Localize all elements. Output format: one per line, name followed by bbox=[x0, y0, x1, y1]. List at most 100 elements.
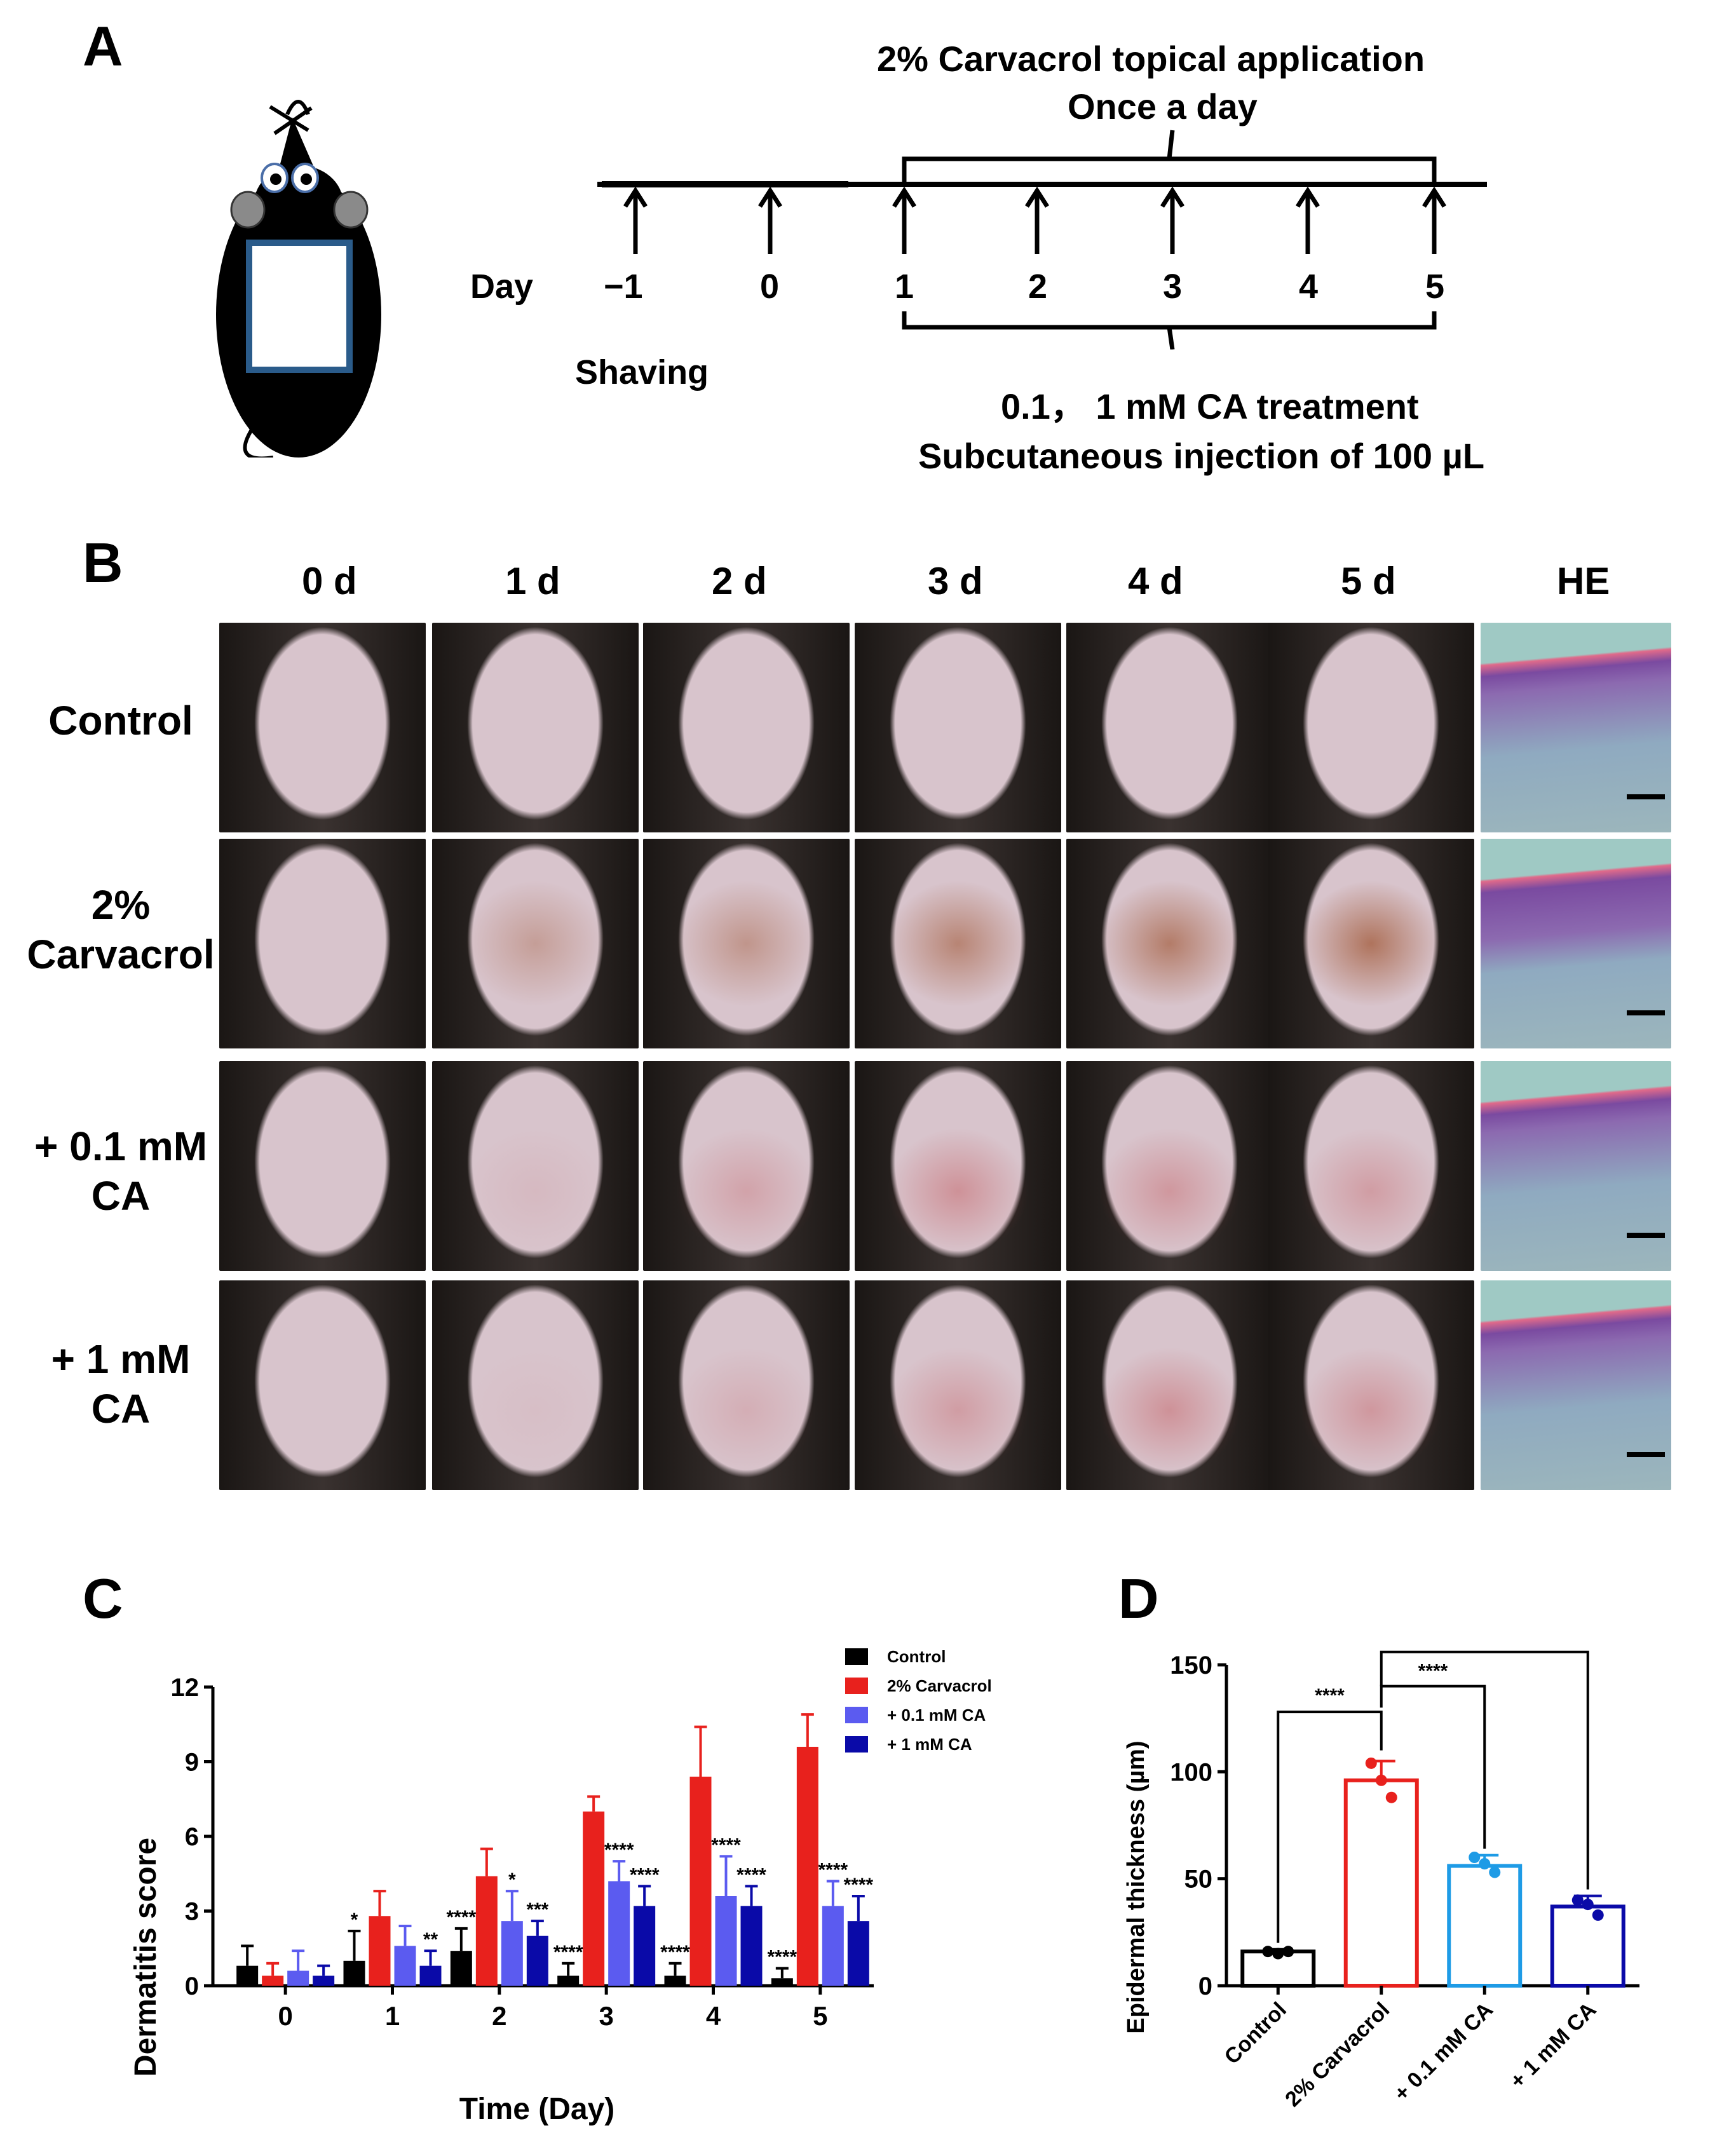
row-label-line: Carvacrol bbox=[27, 932, 215, 977]
column-header: 3 d bbox=[928, 560, 983, 602]
chart-c-x-tick-label: 1 bbox=[385, 2001, 400, 2031]
chart-d-data-point bbox=[1582, 1899, 1594, 1911]
chart-c: Dermatitis score Time (Day) 0369120***1*… bbox=[129, 1647, 992, 2126]
chart-d-x-tick-label: + 0.1 mM CA bbox=[1389, 1998, 1498, 2106]
row-label-line: 2% bbox=[91, 882, 151, 928]
chart-d-y-tick-label: 150 bbox=[1170, 1651, 1212, 1679]
skin-photo bbox=[219, 623, 426, 832]
he-histology-image bbox=[1481, 839, 1671, 1048]
chart-c-bar bbox=[771, 1978, 793, 1986]
chart-d-ylabel: Epidermal thickness (µm) bbox=[1123, 1740, 1150, 2033]
chart-c-legend-label: 2% Carvacrol bbox=[887, 1676, 992, 1695]
chart-c-significance: **** bbox=[604, 1840, 634, 1861]
topical-title: 2% Carvacrol topical application bbox=[877, 39, 1425, 79]
chart-d-comparison-bracket bbox=[1380, 1685, 1486, 1849]
skin-photo bbox=[1066, 839, 1273, 1048]
chart-d-data-point bbox=[1479, 1858, 1491, 1870]
chart-c-significance: * bbox=[508, 1869, 516, 1890]
chart-d-data-point bbox=[1282, 1946, 1294, 1958]
day-arrows bbox=[623, 186, 1446, 254]
skin-photo bbox=[1268, 839, 1474, 1048]
chart-c-significance: **** bbox=[711, 1834, 741, 1855]
chart-c-significance: ** bbox=[423, 1929, 438, 1950]
skin-photo bbox=[855, 1061, 1061, 1271]
injection-title: Subcutaneous injection of 100 µL bbox=[918, 436, 1485, 476]
row-label-line: CA bbox=[91, 1173, 151, 1219]
chart-c-significance: **** bbox=[446, 1907, 476, 1928]
chart-c-significance: * bbox=[351, 1909, 358, 1930]
chart-d-bar bbox=[1343, 1778, 1419, 1988]
chart-d-comparison-bracket bbox=[1277, 1711, 1383, 1943]
skin-photo bbox=[219, 839, 426, 1048]
chart-c-bar bbox=[822, 1906, 844, 1986]
panel-c-label: C bbox=[83, 1567, 123, 1630]
chart-c-bar bbox=[450, 1951, 472, 1986]
day-tick: 1 bbox=[895, 268, 914, 306]
row-label: Control bbox=[13, 696, 229, 745]
chart-d-comparison-bracket bbox=[1380, 1650, 1589, 1890]
chart-d-y-tick-label: 50 bbox=[1184, 1866, 1213, 1894]
chart-c-bar bbox=[419, 1965, 442, 1986]
panel-a-label: A bbox=[83, 15, 123, 78]
chart-d-data-point bbox=[1262, 1946, 1274, 1958]
day-tick: 3 bbox=[1163, 268, 1183, 306]
mouse-illustration bbox=[216, 100, 381, 458]
chart-c-bar bbox=[369, 1916, 391, 1986]
day-tick: 5 bbox=[1425, 268, 1445, 306]
chart-d-x-tick-label: Control bbox=[1220, 1998, 1291, 2069]
day-tick: 0 bbox=[760, 268, 780, 306]
chart-c-significance: *** bbox=[526, 1899, 548, 1920]
day-tick: 4 bbox=[1299, 268, 1319, 306]
chart-d-bar bbox=[1447, 1864, 1523, 1988]
chart-d: Epidermal thickness (µm) 0 50 100 150 Contro… bbox=[1123, 1639, 1639, 2112]
chart-d-data-point bbox=[1571, 1894, 1584, 1906]
panel-b-label: B bbox=[83, 531, 123, 594]
skin-photo bbox=[1268, 1061, 1474, 1271]
chart-c-x-tick-label: 0 bbox=[278, 2001, 292, 2031]
day-tick: −1 bbox=[604, 268, 643, 306]
chart-c-significance: **** bbox=[553, 1942, 583, 1963]
skin-photo bbox=[643, 623, 850, 832]
chart-c-bar bbox=[394, 1946, 416, 1986]
chart-c-bar bbox=[236, 1965, 259, 1986]
chart-c-bar bbox=[847, 1921, 869, 1986]
row-label-line: Control bbox=[48, 698, 193, 743]
scale-bar bbox=[1627, 1233, 1665, 1238]
chart-c-bar bbox=[475, 1876, 498, 1986]
he-histology-image bbox=[1481, 1280, 1671, 1490]
chart-d-y-tick-label: 0 bbox=[1198, 1972, 1212, 2000]
skin-photo bbox=[432, 1280, 639, 1490]
chart-c-x-tick-label: 3 bbox=[599, 2001, 613, 2031]
skin-photo bbox=[855, 1280, 1061, 1490]
chart-d-data-point bbox=[1365, 1757, 1377, 1769]
chart-c-bar bbox=[634, 1906, 656, 1986]
skin-photo bbox=[643, 1061, 850, 1271]
shaving-label: Shaving bbox=[575, 353, 709, 391]
chart-c-significance: **** bbox=[818, 1860, 848, 1881]
chart-c-bar bbox=[715, 1896, 737, 1986]
skin-photo bbox=[432, 623, 639, 832]
chart-c-bar bbox=[608, 1881, 630, 1986]
row-label-line: CA bbox=[91, 1386, 151, 1432]
chart-c-significance: **** bbox=[736, 1864, 766, 1885]
treatment-title: 0.1， 1 mM CA treatment bbox=[1001, 386, 1419, 426]
chart-c-legend-label: + 0.1 mM CA bbox=[887, 1705, 986, 1725]
chart-c-y-tick-label: 9 bbox=[185, 1749, 199, 1777]
chart-d-data-point bbox=[1375, 1774, 1387, 1786]
chart-d-data-point bbox=[1592, 1909, 1604, 1921]
chart-d-data-point bbox=[1489, 1866, 1501, 1878]
row-label: 2% Carvacrol bbox=[13, 880, 229, 979]
row-label-line: + 1 mM bbox=[51, 1336, 191, 1382]
chart-c-bar bbox=[526, 1936, 548, 1986]
column-header: HE bbox=[1557, 560, 1610, 602]
chart-c-bar bbox=[796, 1747, 818, 1986]
chart-c-x-tick-label: 2 bbox=[492, 2001, 506, 2031]
chart-c-y-tick-label: 12 bbox=[171, 1674, 200, 1702]
chart-c-bar bbox=[313, 1976, 335, 1986]
skin-photo bbox=[643, 1280, 850, 1490]
scale-bar bbox=[1627, 1010, 1665, 1015]
chart-c-legend-label: + 1 mM CA bbox=[887, 1735, 972, 1754]
chart-c-bar bbox=[689, 1777, 712, 1986]
skin-photo bbox=[855, 623, 1061, 832]
scale-bar bbox=[1627, 794, 1665, 799]
